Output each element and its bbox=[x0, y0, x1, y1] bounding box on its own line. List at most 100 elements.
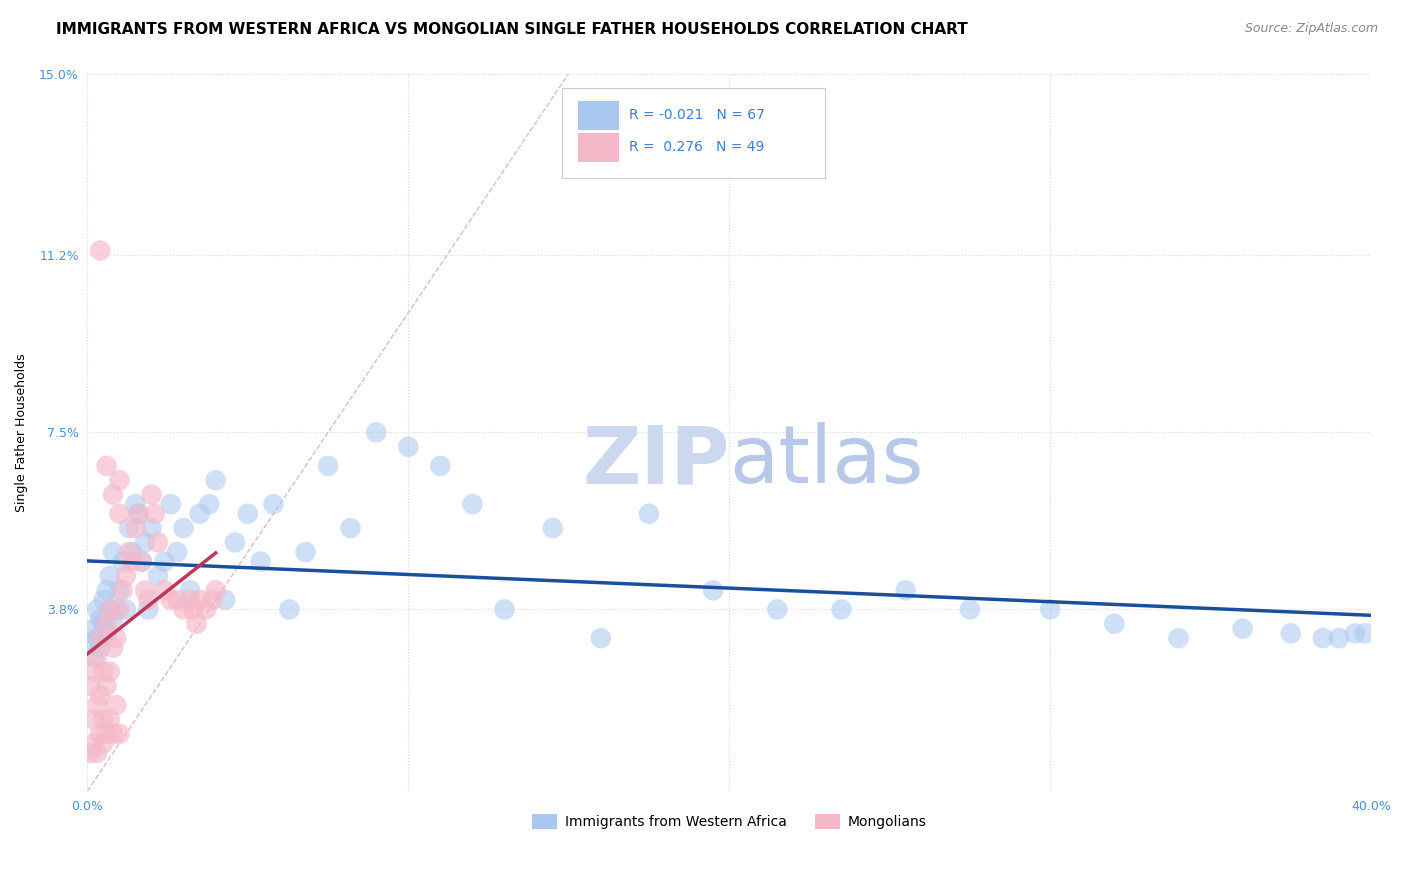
Point bbox=[294, 545, 316, 559]
Point bbox=[153, 583, 176, 598]
Text: Source: ZipAtlas.com: Source: ZipAtlas.com bbox=[1244, 22, 1378, 36]
Point bbox=[1232, 622, 1254, 636]
Point bbox=[166, 545, 188, 559]
Point bbox=[1279, 626, 1302, 640]
Point bbox=[108, 507, 131, 521]
Point bbox=[98, 602, 121, 616]
Point bbox=[105, 631, 128, 645]
Point bbox=[101, 487, 124, 501]
Point bbox=[128, 507, 150, 521]
Point bbox=[83, 713, 105, 727]
Point bbox=[108, 602, 131, 616]
Point bbox=[124, 521, 146, 535]
Point bbox=[98, 665, 121, 679]
Point bbox=[136, 592, 159, 607]
Point bbox=[1039, 602, 1062, 616]
Y-axis label: Single Father Households: Single Father Households bbox=[15, 353, 28, 512]
Point bbox=[146, 535, 169, 549]
Point bbox=[186, 616, 208, 631]
Point bbox=[153, 555, 176, 569]
Point bbox=[96, 679, 118, 693]
Point bbox=[98, 602, 121, 616]
Point bbox=[146, 569, 169, 583]
Point bbox=[124, 497, 146, 511]
Point bbox=[98, 569, 121, 583]
FancyBboxPatch shape bbox=[578, 101, 619, 129]
Point bbox=[236, 507, 259, 521]
Point bbox=[1327, 631, 1350, 645]
Point bbox=[86, 698, 108, 713]
Point bbox=[93, 616, 115, 631]
Point bbox=[101, 612, 124, 626]
Point bbox=[96, 458, 118, 473]
Point bbox=[79, 746, 101, 760]
Point bbox=[105, 698, 128, 713]
Point bbox=[214, 592, 236, 607]
Point bbox=[89, 244, 111, 258]
Point bbox=[118, 521, 141, 535]
Point bbox=[93, 736, 115, 750]
Point bbox=[93, 713, 115, 727]
Point bbox=[1344, 626, 1367, 640]
Point bbox=[249, 555, 271, 569]
Point bbox=[96, 727, 118, 741]
Text: R = -0.021   N = 67: R = -0.021 N = 67 bbox=[628, 108, 765, 122]
Point bbox=[121, 545, 143, 559]
Point bbox=[131, 555, 153, 569]
Point bbox=[79, 679, 101, 693]
Point bbox=[766, 602, 789, 616]
Point bbox=[108, 583, 131, 598]
Point bbox=[114, 602, 136, 616]
Point bbox=[86, 631, 108, 645]
Point bbox=[195, 602, 218, 616]
Text: atlas: atlas bbox=[730, 422, 924, 500]
Point bbox=[111, 555, 134, 569]
Point bbox=[86, 650, 108, 665]
Point bbox=[179, 583, 201, 598]
Point bbox=[278, 602, 301, 616]
Point bbox=[89, 612, 111, 626]
Point bbox=[198, 497, 221, 511]
Point bbox=[494, 602, 516, 616]
Point bbox=[128, 507, 150, 521]
Point bbox=[188, 507, 211, 521]
Point bbox=[262, 497, 284, 511]
Point bbox=[93, 592, 115, 607]
Point bbox=[959, 602, 981, 616]
Point bbox=[143, 507, 166, 521]
Point bbox=[108, 473, 131, 487]
Point bbox=[159, 497, 181, 511]
Point bbox=[136, 602, 159, 616]
Point bbox=[118, 545, 141, 559]
Point bbox=[134, 535, 156, 549]
Point bbox=[1354, 626, 1376, 640]
Point bbox=[201, 592, 224, 607]
Point bbox=[89, 727, 111, 741]
Point bbox=[339, 521, 361, 535]
Point bbox=[638, 507, 661, 521]
Point bbox=[134, 583, 156, 598]
Point bbox=[316, 458, 339, 473]
Point bbox=[204, 583, 226, 598]
Point bbox=[105, 602, 128, 616]
Text: ZIP: ZIP bbox=[582, 422, 730, 500]
Point bbox=[108, 727, 131, 741]
Point bbox=[1312, 631, 1334, 645]
Point bbox=[121, 555, 143, 569]
Point bbox=[111, 583, 134, 598]
Point bbox=[589, 631, 612, 645]
Point bbox=[86, 746, 108, 760]
Point bbox=[1104, 616, 1126, 631]
Text: R =  0.276   N = 49: R = 0.276 N = 49 bbox=[628, 140, 765, 154]
Point bbox=[461, 497, 484, 511]
Point bbox=[541, 521, 564, 535]
FancyBboxPatch shape bbox=[562, 88, 825, 178]
Point bbox=[79, 636, 101, 650]
Point bbox=[173, 602, 195, 616]
Point bbox=[224, 535, 246, 549]
Point bbox=[96, 583, 118, 598]
Point bbox=[101, 545, 124, 559]
Point bbox=[141, 487, 163, 501]
Point bbox=[173, 521, 195, 535]
Point bbox=[83, 622, 105, 636]
